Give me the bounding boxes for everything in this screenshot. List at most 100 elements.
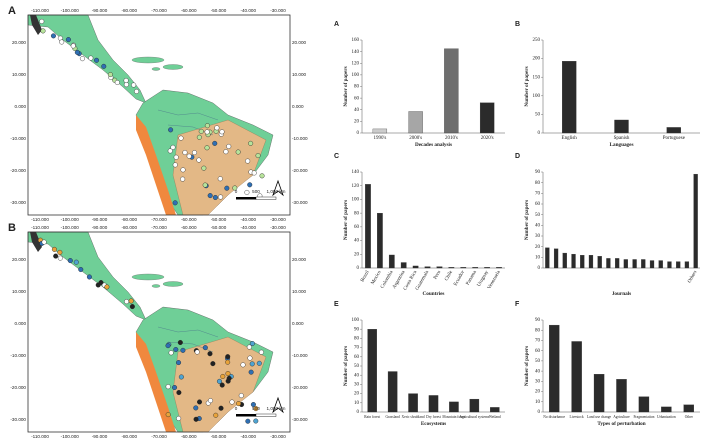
- site-point: [256, 360, 262, 366]
- site-point: [74, 49, 80, 55]
- site-point: [67, 258, 73, 264]
- site-point: [177, 340, 183, 346]
- bar: [588, 255, 594, 269]
- y-tick-label: 20: [354, 392, 360, 397]
- lon-label: -100.000: [61, 217, 80, 222]
- lon-label: -80.000: [121, 225, 137, 230]
- site-point: [232, 185, 238, 191]
- site-point: [225, 359, 231, 365]
- site-point: [173, 347, 179, 353]
- site-point: [176, 415, 182, 421]
- y-tick-label: 10: [535, 400, 541, 405]
- site-point: [240, 362, 246, 368]
- site-point: [57, 255, 63, 261]
- site-point: [170, 144, 176, 150]
- lon-label: -60.000: [181, 217, 197, 222]
- lon-label: -40.000: [240, 217, 256, 222]
- site-point: [193, 405, 199, 411]
- site-point: [131, 82, 137, 88]
- bar: [549, 324, 560, 413]
- site-point: [204, 123, 210, 129]
- site-point: [88, 55, 94, 61]
- panel-label: F: [515, 301, 520, 308]
- site-point: [165, 384, 171, 390]
- site-point: [176, 390, 182, 396]
- y-tick-label: 140: [352, 50, 360, 55]
- lat-label: 10.000: [12, 289, 26, 294]
- site-point: [86, 274, 92, 280]
- map-frame: [27, 14, 291, 216]
- lat-label: 10.000: [292, 289, 306, 294]
- y-tick-label: 100: [533, 94, 541, 99]
- lon-label: -110.000: [31, 225, 49, 230]
- y-tick-label: 20: [535, 390, 541, 395]
- panel-label: B: [515, 21, 520, 28]
- north-arrow: [272, 179, 284, 197]
- site-point: [248, 369, 254, 375]
- lon-label: -30.000: [270, 8, 286, 13]
- lon-label: -80.000: [121, 217, 137, 222]
- x-tick-label: Spanish: [614, 136, 630, 141]
- site-point: [123, 78, 129, 84]
- site-point: [216, 378, 222, 384]
- bar: [408, 111, 423, 134]
- site-point: [73, 259, 79, 265]
- lat-label: 20.000: [292, 40, 306, 45]
- scale-bar: [236, 414, 256, 417]
- lon-label: -60.000: [181, 8, 197, 13]
- x-tick-label: Agriculture: [613, 415, 630, 419]
- bar: [372, 128, 388, 134]
- lon-label: -30.000: [270, 434, 286, 439]
- bar: [580, 255, 585, 269]
- site-point: [176, 360, 182, 366]
- y-tick-label: 80: [354, 337, 360, 342]
- bar: [641, 259, 646, 269]
- site-point: [224, 185, 230, 191]
- bar: [460, 267, 467, 269]
- lon-label: -30.000: [270, 217, 286, 222]
- site-point: [202, 182, 208, 188]
- lat-label: -20.000: [10, 168, 26, 173]
- panel-label: C: [334, 153, 339, 160]
- site-point: [218, 405, 224, 411]
- bar: [496, 267, 502, 269]
- x-tick-label: Fragmentation: [633, 415, 654, 419]
- scale-label: 0: [235, 406, 238, 411]
- y-tick-label: 100: [352, 198, 360, 203]
- y-axis-title: Number of papers: [343, 346, 349, 386]
- bar: [571, 341, 582, 413]
- x-tick-label: Mountain forest: [442, 415, 465, 419]
- x-tick-label: 2000's: [409, 136, 422, 141]
- bar: [387, 371, 398, 413]
- x-axis-title: Countries: [423, 291, 445, 297]
- lon-label: -40.000: [240, 434, 256, 439]
- site-point: [218, 194, 224, 200]
- x-tick-label: Agricultural systems: [459, 415, 489, 419]
- bar: [676, 261, 681, 269]
- bar: [428, 395, 439, 413]
- site-point: [208, 398, 214, 404]
- site-point: [39, 18, 45, 24]
- lon-label: -80.000: [121, 8, 137, 13]
- bar: [667, 261, 672, 269]
- y-axis-title: Number of papers: [343, 66, 349, 106]
- site-point: [244, 189, 250, 195]
- lon-label: -40.000: [240, 8, 256, 13]
- site-point: [51, 246, 57, 252]
- site-point: [229, 399, 235, 405]
- x-tick-label: Urbanization: [657, 415, 676, 419]
- bar: [684, 261, 690, 269]
- site-point: [178, 374, 184, 380]
- site-point: [251, 170, 257, 176]
- bar: [683, 404, 694, 413]
- site-point: [249, 341, 255, 347]
- lat-label: 20.000: [292, 257, 306, 262]
- site-point: [214, 125, 220, 131]
- site-point: [196, 134, 202, 140]
- bar: [614, 119, 629, 134]
- site-point: [41, 239, 47, 245]
- site-point: [167, 148, 173, 154]
- site-point: [213, 412, 219, 418]
- bar: [616, 379, 627, 413]
- site-point: [94, 57, 100, 63]
